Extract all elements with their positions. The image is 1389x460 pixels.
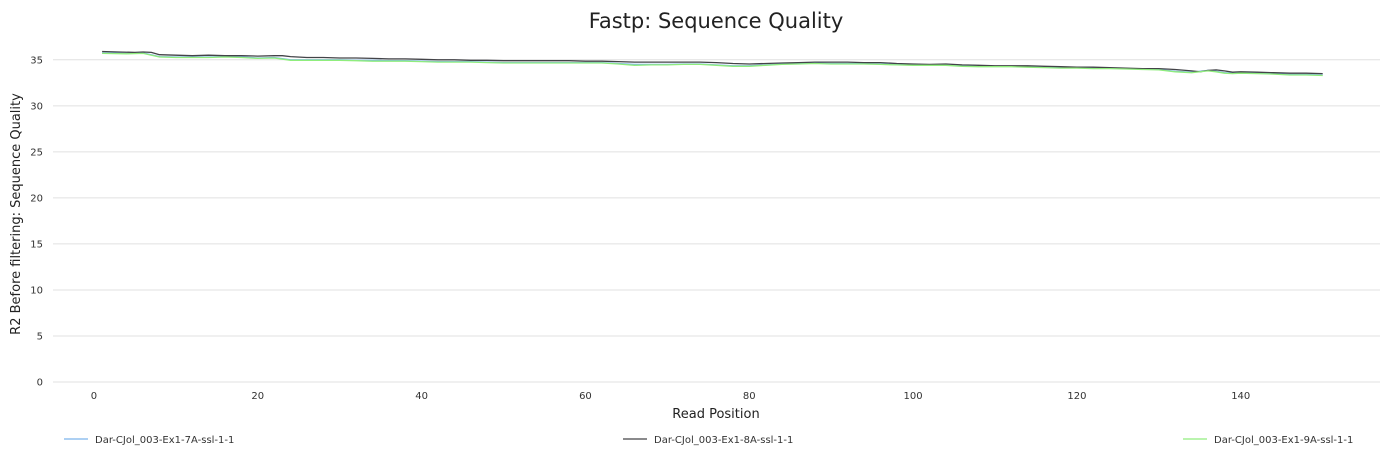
- x-tick-label: 0: [91, 391, 97, 402]
- y-tick-labels: 0 5 10 15 20 25 30 35: [30, 55, 43, 388]
- y-tick-label: 0: [37, 378, 43, 389]
- series-line-3: [102, 52, 1323, 77]
- legend-item[interactable]: Dar-CJol_003-Ex1-7A-ssl-1-1: [64, 435, 234, 446]
- chart-title: Fastp: Sequence Quality: [589, 9, 844, 33]
- legend-item[interactable]: Dar-CJol_003-Ex1-8A-ssl-1-1: [623, 435, 793, 446]
- x-tick-label: 80: [743, 391, 756, 402]
- x-tick-label: 20: [251, 391, 264, 402]
- y-tick-label: 30: [30, 101, 43, 112]
- y-tick-label: 35: [30, 55, 43, 66]
- legend-item[interactable]: Dar-CJol_003-Ex1-9A-ssl-1-1: [1183, 435, 1353, 446]
- y-tick-label: 15: [30, 239, 43, 250]
- y-axis-label: R2 Before filtering: Sequence Quality: [9, 93, 24, 335]
- series-line-2: [102, 50, 1323, 75]
- x-tick-label: 140: [1231, 391, 1250, 402]
- x-tick-label: 40: [415, 391, 428, 402]
- legend: Dar-CJol_003-Ex1-7A-ssl-1-1 Dar-CJol_003-…: [64, 435, 1353, 446]
- y-tick-label: 25: [30, 147, 43, 158]
- x-tick-label: 60: [579, 391, 592, 402]
- x-tick-labels: 0 20 40 60 80 100 120 140: [91, 391, 1251, 402]
- x-tick-label: 120: [1067, 391, 1086, 402]
- x-tick-label: 100: [904, 391, 923, 402]
- y-tick-label: 5: [37, 331, 43, 342]
- y-tick-label: 10: [30, 285, 43, 296]
- y-tick-label: 20: [30, 193, 43, 204]
- series-lines: [102, 50, 1323, 77]
- legend-label: Dar-CJol_003-Ex1-8A-ssl-1-1: [654, 435, 793, 446]
- x-axis-label: Read Position: [672, 407, 759, 422]
- legend-label: Dar-CJol_003-Ex1-7A-ssl-1-1: [95, 435, 234, 446]
- legend-label: Dar-CJol_003-Ex1-9A-ssl-1-1: [1214, 435, 1353, 446]
- y-gridlines: [53, 59, 1380, 383]
